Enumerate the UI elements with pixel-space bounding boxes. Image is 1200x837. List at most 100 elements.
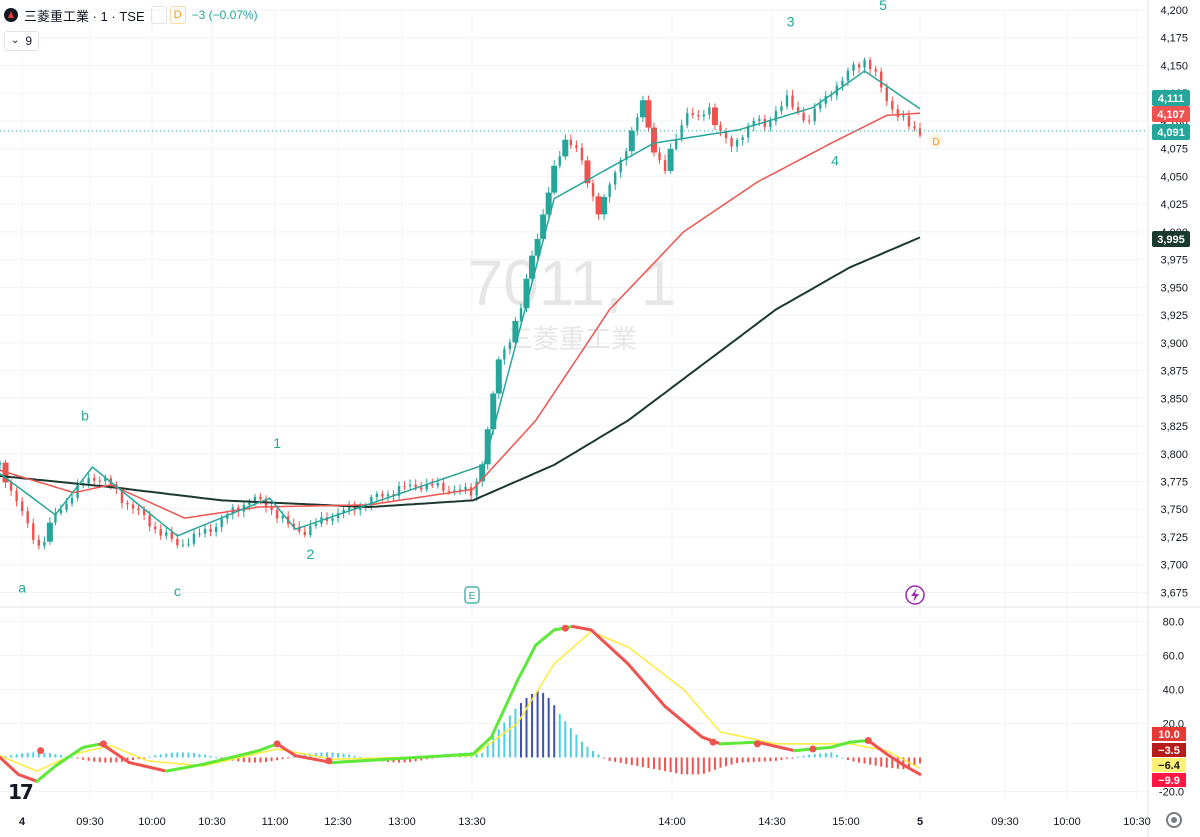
candle-body bbox=[425, 484, 428, 490]
histogram-bar bbox=[170, 752, 173, 758]
candle-body bbox=[841, 80, 844, 86]
candle-body bbox=[874, 69, 877, 72]
histogram-bar bbox=[630, 757, 633, 765]
wave-label-2: 2 bbox=[306, 546, 314, 562]
oscillator-axis[interactable]: 80.060.040.020.0-20.010.0−3.5−6.4−9.9 bbox=[1152, 616, 1186, 798]
histogram-bar bbox=[320, 752, 323, 758]
histogram-bar bbox=[59, 755, 62, 758]
histogram-bar bbox=[802, 755, 805, 758]
histogram-bar bbox=[93, 757, 96, 762]
dividend-marker[interactable]: D bbox=[929, 134, 943, 148]
badge-blank[interactable] bbox=[150, 6, 167, 24]
candle-body bbox=[719, 125, 722, 131]
price-axis-tick: 3,950 bbox=[1160, 282, 1188, 294]
time-axis-tick: 11:00 bbox=[262, 816, 289, 828]
price-axis-tick: 3,825 bbox=[1160, 421, 1188, 433]
candle-body bbox=[192, 533, 196, 544]
cross-dot bbox=[561, 624, 569, 632]
histogram-bar bbox=[891, 757, 894, 769]
histogram-bar bbox=[808, 754, 811, 758]
candle-body bbox=[540, 214, 547, 239]
chart-header: 三菱重工業 · 1 · TSE D −3 (−0.07%) bbox=[0, 0, 258, 30]
histogram-bar bbox=[475, 752, 478, 758]
oscillator-value-label: −6.4 bbox=[1158, 760, 1181, 772]
time-axis-tick: 4 bbox=[19, 816, 26, 828]
candle-body bbox=[381, 493, 384, 497]
histogram-bar bbox=[4, 756, 7, 758]
histogram-bar bbox=[314, 752, 317, 758]
candle-body bbox=[386, 494, 390, 497]
histogram-bar bbox=[265, 757, 268, 762]
candle-body bbox=[209, 528, 212, 532]
candle-body bbox=[475, 481, 478, 496]
histogram-bar bbox=[636, 757, 639, 766]
histogram-bar bbox=[835, 754, 838, 758]
histogram-bar bbox=[32, 752, 35, 758]
indicator-toggle[interactable]: ⌄ 9 bbox=[4, 31, 40, 51]
price-axis-tick: 3,675 bbox=[1160, 587, 1188, 599]
candle-body bbox=[608, 184, 611, 197]
candle-body bbox=[907, 115, 911, 127]
histogram-bar bbox=[398, 757, 401, 763]
histogram-bar bbox=[54, 754, 57, 758]
histogram-bar bbox=[575, 734, 578, 758]
histogram-bar bbox=[348, 754, 351, 758]
tradingview-logo-icon[interactable]: 17 bbox=[8, 780, 34, 804]
histogram-bar bbox=[48, 753, 51, 758]
candle-body bbox=[724, 130, 728, 139]
price-axis-tick: 4,175 bbox=[1160, 33, 1188, 45]
earnings-marker-label: E bbox=[469, 591, 476, 602]
time-axis-tick: 13:30 bbox=[458, 816, 486, 828]
histogram-bar bbox=[481, 752, 484, 758]
histogram-bar bbox=[830, 752, 833, 758]
candle-body bbox=[691, 113, 694, 116]
oscillator-k-segment bbox=[914, 770, 922, 776]
lightning-icon[interactable] bbox=[905, 585, 925, 605]
dividend-marker-dot bbox=[929, 134, 943, 148]
histogram-bar bbox=[508, 715, 511, 758]
candle-body bbox=[702, 114, 706, 117]
candle-body bbox=[896, 109, 900, 117]
gear-icon[interactable] bbox=[1166, 812, 1182, 828]
badge-d[interactable]: D bbox=[169, 6, 186, 24]
candle-body bbox=[880, 71, 883, 88]
candle-body bbox=[697, 115, 700, 117]
histogram-bar bbox=[531, 693, 534, 758]
histogram-bar bbox=[276, 757, 279, 761]
price-axis-tick: 3,925 bbox=[1160, 310, 1188, 322]
candle-body bbox=[813, 108, 816, 122]
earnings-marker[interactable]: E bbox=[464, 586, 480, 604]
candle-body bbox=[98, 480, 101, 482]
symbol-title[interactable]: 三菱重工業 · 1 · TSE bbox=[24, 8, 145, 24]
candle-body bbox=[846, 70, 850, 81]
histogram-bar bbox=[359, 756, 362, 758]
histogram-bar bbox=[819, 753, 822, 758]
oscillator-value-box bbox=[1152, 773, 1186, 787]
histogram-bar bbox=[797, 756, 800, 758]
price-change: −3 (−0.07%) bbox=[191, 8, 258, 22]
candle-body bbox=[819, 103, 822, 109]
candle-body bbox=[298, 526, 301, 532]
candle-body bbox=[512, 320, 519, 343]
histogram-bar bbox=[159, 754, 162, 758]
price-axis[interactable]: 3,675 3,700 3,725 3,750 3,775 3,800 3,825 3,850… bbox=[1152, 5, 1190, 599]
price-axis-tick: 4,050 bbox=[1160, 171, 1188, 183]
candle-body bbox=[780, 106, 783, 112]
histogram-bar bbox=[736, 757, 739, 764]
candle-body bbox=[791, 95, 794, 108]
time-axis[interactable]: 4 09:30 10:00 10:30 11:00 12:30 13:00 13:30 14:0… bbox=[19, 816, 1151, 828]
candle-body bbox=[464, 487, 467, 490]
candle-body bbox=[545, 192, 552, 215]
price-axis-tick: 4,200 bbox=[1160, 5, 1188, 17]
candle-body bbox=[120, 488, 124, 503]
histogram-bar bbox=[76, 757, 79, 759]
candle-body bbox=[785, 95, 789, 107]
candle-body bbox=[469, 487, 473, 496]
price-axis-tick: 3,850 bbox=[1160, 393, 1188, 405]
candle-body bbox=[523, 278, 530, 309]
histogram-bar bbox=[181, 752, 184, 758]
histogram-bar bbox=[409, 757, 412, 762]
candle-body bbox=[397, 486, 401, 496]
candle-body bbox=[281, 516, 284, 519]
